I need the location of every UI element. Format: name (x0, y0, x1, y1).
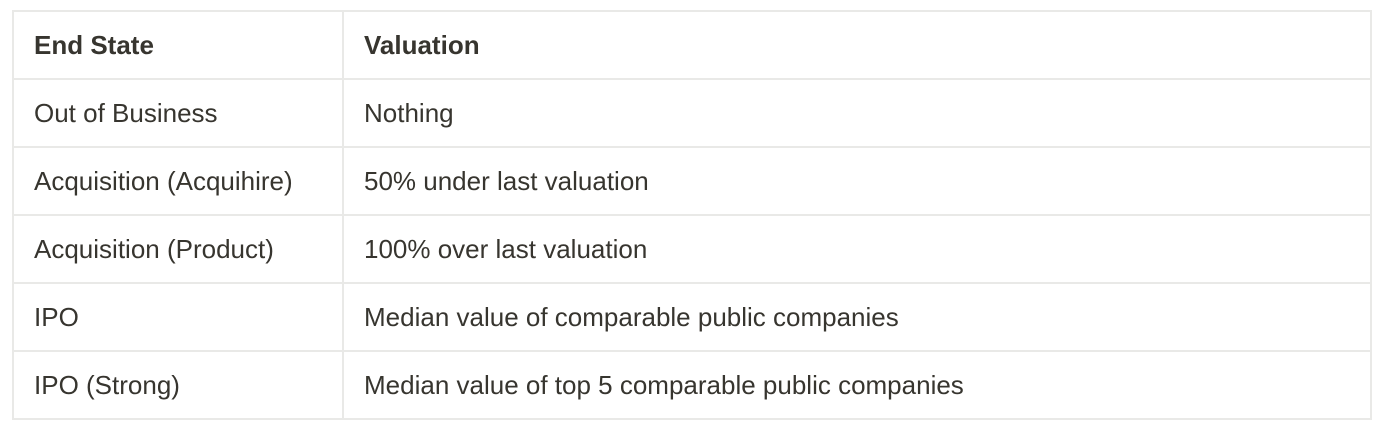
table-row: Acquisition (Product) 100% over last val… (12, 214, 1372, 284)
end-state-cell: Acquisition (Product) (12, 214, 344, 284)
valuation-cell: Median value of comparable public compan… (342, 282, 1372, 352)
valuation-cell: Median value of top 5 comparable public … (342, 350, 1372, 420)
valuation-cell: 100% over last valuation (342, 214, 1372, 284)
header-valuation: Valuation (342, 10, 1372, 80)
table-row: Acquisition (Acquihire) 50% under last v… (12, 146, 1372, 216)
valuation-cell: 50% under last valuation (342, 146, 1372, 216)
header-end-state: End State (12, 10, 344, 80)
end-state-cell: IPO (Strong) (12, 350, 344, 420)
table-header-row: End State Valuation (12, 10, 1372, 80)
end-state-cell: IPO (12, 282, 344, 352)
table-row: Out of Business Nothing (12, 78, 1372, 148)
valuation-table-container: End State Valuation Out of Business Noth… (12, 10, 1372, 420)
valuation-table: End State Valuation Out of Business Noth… (12, 10, 1372, 420)
end-state-cell: Acquisition (Acquihire) (12, 146, 344, 216)
table-row: IPO (Strong) Median value of top 5 compa… (12, 350, 1372, 420)
end-state-cell: Out of Business (12, 78, 344, 148)
valuation-cell: Nothing (342, 78, 1372, 148)
table-row: IPO Median value of comparable public co… (12, 282, 1372, 352)
